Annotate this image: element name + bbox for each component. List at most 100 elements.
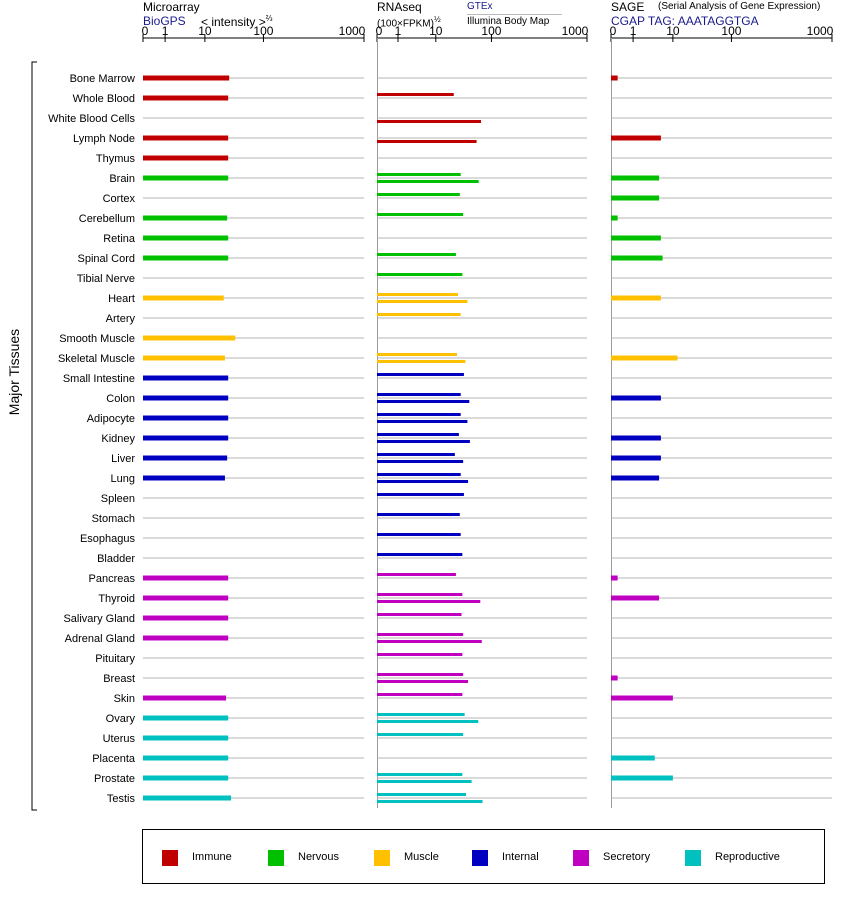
legend-swatch-nervous: [268, 850, 284, 866]
microarray-tick-label-10: 10: [198, 24, 212, 38]
tissue-label-bladder: Bladder: [97, 553, 135, 565]
tissue-label-placenta: Placenta: [92, 753, 136, 765]
rnaseq-gtex-bar-skin: [377, 693, 463, 696]
microarray-tick-label-1000: 1000: [339, 24, 366, 38]
microarray-bar-testis: [143, 795, 232, 801]
rnaseq-ibm-bar-ovary: [377, 720, 479, 723]
sage-tag-line: CGAP TAG: AAATAGGTGA: [611, 14, 759, 28]
rnaseq-ibm-bar-lymph-node: [377, 140, 477, 143]
microarray-scale-exp: ⅔: [265, 14, 273, 23]
microarray-bar-smooth-muscle: [143, 335, 236, 341]
legend-label-secretory: Secretory: [603, 851, 651, 863]
sage-bar-kidney: [611, 435, 661, 441]
rnaseq-gtex-bar-thyroid: [377, 593, 463, 596]
microarray-tick-label-0: 0: [142, 24, 149, 38]
tissue-label-prostate: Prostate: [94, 773, 135, 785]
sage-bar-pancreas: [611, 575, 618, 581]
tissue-label-thyroid: Thyroid: [98, 593, 135, 605]
tissue-label-esophagus: Esophagus: [80, 533, 136, 545]
rnaseq-gtex-bar-colon: [377, 393, 461, 396]
microarray-bar-placenta: [143, 755, 229, 761]
legend-label-immune: Immune: [192, 851, 232, 863]
sage-bar-spinal-cord: [611, 255, 663, 261]
rnaseq-ibm-bar-lung: [377, 480, 469, 483]
rnaseq-ibm-bar-kidney: [377, 440, 470, 443]
rnaseq-gtex-bar-pituitary: [377, 653, 463, 656]
rnaseq-gtex-bar-adipocyte: [377, 413, 461, 416]
sage-bar-thyroid: [611, 595, 660, 601]
tissue-label-uterus: Uterus: [103, 733, 136, 745]
sage-tick-label-10: 10: [666, 24, 680, 38]
sage-title: SAGE: [611, 0, 645, 14]
rnaseq-gtex-bar-artery: [377, 313, 461, 316]
tissue-label-spinal-cord: Spinal Cord: [78, 253, 135, 265]
microarray-scale-text: < intensity >: [201, 15, 266, 29]
tissue-label-skeletal-muscle: Skeletal Muscle: [58, 353, 135, 365]
legend-label-reproductive: Reproductive: [715, 851, 780, 863]
microarray-scale-label: < intensity >⅔: [201, 14, 272, 29]
rnaseq-gtex-bar-bladder: [377, 553, 463, 556]
tissue-label-bone-marrow: Bone Marrow: [70, 73, 135, 85]
microarray-bar-brain: [143, 175, 229, 181]
rnaseq-gtex-bar-uterus: [377, 733, 464, 736]
tissue-label-cerebellum: Cerebellum: [79, 213, 135, 225]
rnaseq-gtex-bar-lung: [377, 473, 461, 476]
rnaseq-gtex-bar-testis: [377, 793, 467, 796]
rnaseq-gtex-bar-heart: [377, 293, 458, 296]
tissue-label-lung: Lung: [111, 473, 135, 485]
tissue-label-thymus: Thymus: [96, 153, 136, 165]
rnaseq-tick-label-0: 0: [376, 24, 383, 38]
tissue-label-tibial-nerve: Tibial Nerve: [77, 273, 135, 285]
sage-tick-label-100: 100: [721, 24, 741, 38]
sage-bar-lung: [611, 475, 660, 481]
tissue-label-salivary-gland: Salivary Gland: [63, 613, 135, 625]
legend-label-muscle: Muscle: [404, 851, 439, 863]
rnaseq-scale-label: (100×FPKM)½: [377, 15, 441, 29]
tissue-label-stomach: Stomach: [92, 513, 135, 525]
tissue-label-skin: Skin: [114, 693, 135, 705]
tissue-label-liver: Liver: [111, 453, 135, 465]
tissue-label-brain: Brain: [109, 173, 135, 185]
rnaseq-ibm-bar-adipocyte: [377, 420, 468, 423]
rnaseq-scale-text: (100×FPKM): [377, 18, 434, 30]
rnaseq-ibm-bar-heart: [377, 300, 468, 303]
microarray-bar-bone-marrow: [143, 75, 230, 81]
rnaseq-gtex-bar-esophagus: [377, 533, 461, 536]
rnaseq-ibm-bar-thyroid: [377, 600, 481, 603]
microarray-tick-label-100: 100: [253, 24, 273, 38]
microarray-bar-spinal-cord: [143, 255, 229, 261]
rnaseq-gtex-bar-pancreas: [377, 573, 456, 576]
microarray-bar-retina: [143, 235, 229, 241]
tissue-label-retina: Retina: [103, 233, 136, 245]
rnaseq-source-gtex: GTEx: [467, 1, 493, 12]
tissue-label-pancreas: Pancreas: [89, 573, 136, 585]
rnaseq-ibm-bar-liver: [377, 460, 464, 463]
rnaseq-gtex-bar-skeletal-muscle: [377, 353, 457, 356]
rnaseq-tick-label-100: 100: [481, 24, 501, 38]
microarray-bar-heart: [143, 295, 224, 301]
tissue-label-kidney: Kidney: [101, 433, 135, 445]
microarray-bar-pancreas: [143, 575, 229, 581]
tissue-label-spleen: Spleen: [101, 493, 135, 505]
rnaseq-ibm-bar-colon: [377, 400, 470, 403]
microarray-bar-lung: [143, 475, 225, 481]
sage-bar-skin: [611, 695, 673, 701]
microarray-tick-label-1: 1: [162, 24, 169, 38]
rnaseq-tick-label-1000: 1000: [562, 24, 589, 38]
microarray-bar-uterus: [143, 735, 229, 741]
tissue-label-pituitary: Pituitary: [95, 653, 135, 665]
microarray-bar-prostate: [143, 775, 229, 781]
rnaseq-tick-label-10: 10: [429, 24, 443, 38]
tissue-label-colon: Colon: [106, 393, 135, 405]
sage-bar-cortex: [611, 195, 660, 201]
sage-subtitle: (Serial Analysis of Gene Expression): [658, 1, 821, 12]
rnaseq-gtex-bar-cortex: [377, 193, 460, 196]
microarray-bar-skin: [143, 695, 227, 701]
tissue-label-adrenal-gland: Adrenal Gland: [65, 633, 135, 645]
microarray-bar-small-intestine: [143, 375, 229, 381]
rnaseq-gtex-bar-liver: [377, 453, 455, 456]
microarray-bar-kidney: [143, 435, 229, 441]
rnaseq-gtex-bar-spleen: [377, 493, 464, 496]
legend: Immune Nervous Muscle Internal Secretory…: [142, 829, 825, 884]
legend-swatch-reproductive: [685, 850, 701, 866]
